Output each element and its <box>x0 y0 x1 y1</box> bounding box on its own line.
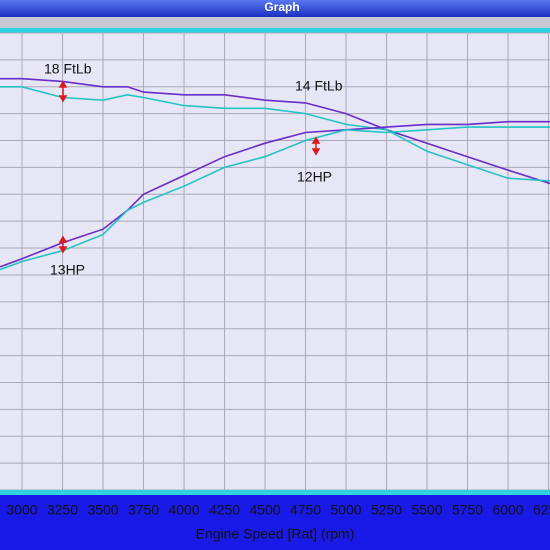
x-tick-label: 4500 <box>249 502 280 518</box>
curve <box>0 126 550 271</box>
annotation: 18 FtLb <box>44 61 92 77</box>
x-tick-label: 3750 <box>128 502 159 518</box>
x-tick-label: 5750 <box>452 502 483 518</box>
arrow-head <box>58 235 68 254</box>
arrow-head <box>311 136 321 156</box>
curve <box>0 77 550 185</box>
x-tick-label: 6000 <box>492 502 523 518</box>
x-tick-label: 4000 <box>168 502 199 518</box>
x-axis-title: Engine Speed [Rat] (rpm) <box>196 526 355 542</box>
arrow-head <box>58 80 68 103</box>
x-tick-label: 4250 <box>209 502 240 518</box>
annotation: 13HP <box>50 262 85 278</box>
x-tick-label: 6250 <box>533 502 550 518</box>
frame-top <box>0 28 550 33</box>
annotation: 14 FtLb <box>295 78 343 94</box>
x-tick-label: 5500 <box>411 502 442 518</box>
x-tick-label: 3000 <box>6 502 37 518</box>
x-tick-label: 5250 <box>371 502 402 518</box>
curve <box>0 86 550 182</box>
window-title: Graph <box>264 0 299 14</box>
frame-bottom <box>0 490 550 495</box>
axis-band <box>0 495 550 550</box>
curves <box>0 77 550 271</box>
toolbar-strip <box>0 17 550 28</box>
delta-arrows <box>58 80 321 254</box>
x-tick-label: 4750 <box>290 502 321 518</box>
x-tick-label: 5000 <box>330 502 361 518</box>
curve <box>0 120 550 268</box>
title-bar <box>0 0 550 17</box>
annotation: 12HP <box>297 169 332 185</box>
x-tick-label: 3500 <box>87 502 118 518</box>
x-tick-label: 3250 <box>47 502 78 518</box>
